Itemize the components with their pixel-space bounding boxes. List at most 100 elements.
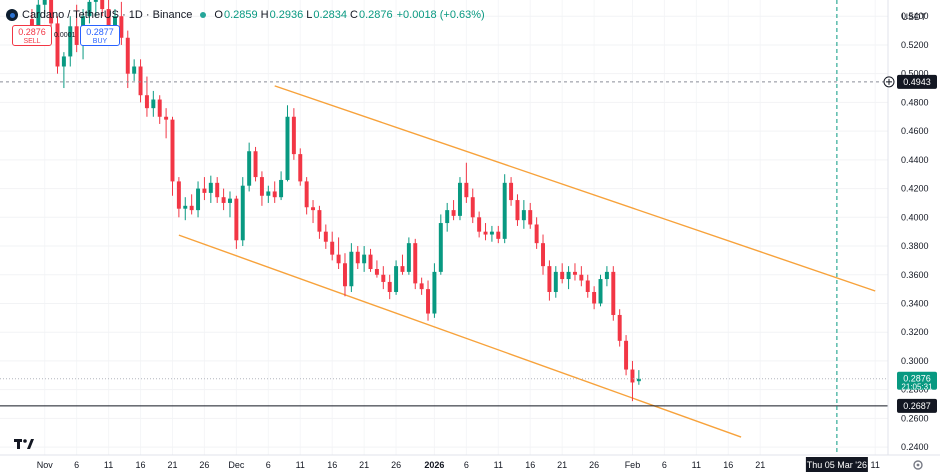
candle[interactable]: [572, 263, 577, 281]
candle-body[interactable]: [509, 182, 514, 201]
candle[interactable]: [183, 197, 188, 221]
candle-body[interactable]: [368, 254, 373, 270]
candle-body[interactable]: [470, 197, 475, 218]
candle[interactable]: [330, 231, 335, 261]
candle-body[interactable]: [144, 95, 149, 109]
candle[interactable]: [196, 181, 201, 218]
sell-button[interactable]: 0.2876 SELL: [12, 25, 52, 46]
candle-body[interactable]: [42, 0, 47, 5]
candle-body[interactable]: [342, 263, 347, 287]
candle-body[interactable]: [349, 251, 354, 287]
candle[interactable]: [259, 171, 264, 206]
candle[interactable]: [592, 286, 597, 310]
candle[interactable]: [247, 142, 252, 192]
candle-body[interactable]: [566, 271, 571, 280]
candlestick-series[interactable]: [29, 0, 641, 402]
candle-body[interactable]: [68, 26, 73, 57]
candle[interactable]: [68, 16, 73, 67]
candle[interactable]: [61, 52, 66, 89]
candle-body[interactable]: [381, 274, 386, 282]
candle[interactable]: [291, 108, 296, 160]
candle[interactable]: [298, 148, 303, 186]
candle[interactable]: [521, 200, 526, 229]
candle-body[interactable]: [317, 210, 322, 232]
candle-body[interactable]: [496, 231, 501, 239]
candle-body[interactable]: [93, 0, 98, 2]
candle[interactable]: [170, 116, 175, 196]
candle[interactable]: [636, 370, 641, 385]
candle-body[interactable]: [585, 280, 590, 292]
candle-body[interactable]: [221, 197, 226, 203]
candle-body[interactable]: [304, 181, 309, 208]
candle[interactable]: [202, 177, 207, 201]
candle-body[interactable]: [374, 269, 379, 275]
candle[interactable]: [528, 202, 533, 229]
candle-body[interactable]: [336, 254, 341, 264]
candle-body[interactable]: [36, 4, 41, 34]
candle-body[interactable]: [624, 340, 629, 370]
candle-body[interactable]: [323, 231, 328, 242]
candle-body[interactable]: [592, 291, 597, 304]
candle-body[interactable]: [604, 271, 609, 280]
candle[interactable]: [317, 205, 322, 239]
candle-body[interactable]: [240, 185, 245, 241]
candle[interactable]: [208, 175, 213, 203]
candle[interactable]: [323, 224, 328, 249]
candle-body[interactable]: [164, 116, 169, 120]
candle-body[interactable]: [611, 271, 616, 315]
candle-body[interactable]: [311, 207, 316, 211]
candle-body[interactable]: [451, 210, 456, 216]
candle[interactable]: [560, 263, 565, 284]
candle-body[interactable]: [279, 179, 284, 198]
candle-body[interactable]: [253, 151, 258, 178]
candle[interactable]: [387, 274, 392, 300]
candle-body[interactable]: [330, 241, 335, 255]
candle-body[interactable]: [266, 191, 271, 196]
candle-body[interactable]: [196, 188, 201, 211]
candle[interactable]: [400, 254, 405, 275]
candle-body[interactable]: [406, 243, 411, 272]
candle[interactable]: [426, 280, 431, 321]
candle[interactable]: [509, 177, 514, 206]
candle[interactable]: [164, 108, 169, 139]
candle-body[interactable]: [432, 271, 437, 314]
candle-body[interactable]: [502, 182, 507, 239]
candle[interactable]: [272, 181, 277, 203]
candle[interactable]: [604, 266, 609, 287]
candle-body[interactable]: [553, 271, 558, 292]
candle-body[interactable]: [208, 182, 213, 193]
candle[interactable]: [349, 243, 354, 292]
candle[interactable]: [119, 1, 124, 45]
candle-body[interactable]: [579, 274, 584, 281]
candle-body[interactable]: [572, 271, 577, 275]
candle-body[interactable]: [419, 283, 424, 290]
buy-button[interactable]: 0.2877 BUY: [80, 25, 120, 46]
candle-body[interactable]: [285, 116, 290, 180]
candle[interactable]: [496, 225, 501, 244]
candle[interactable]: [547, 260, 552, 301]
candle-body[interactable]: [61, 56, 66, 67]
candle[interactable]: [457, 177, 462, 221]
candle-body[interactable]: [598, 279, 603, 304]
candle-body[interactable]: [132, 66, 137, 74]
candle-body[interactable]: [636, 378, 641, 382]
candle[interactable]: [189, 194, 194, 215]
candle-body[interactable]: [106, 9, 111, 31]
candle-body[interactable]: [521, 210, 526, 221]
candle[interactable]: [617, 309, 622, 347]
candle[interactable]: [74, 4, 79, 53]
candle[interactable]: [285, 105, 290, 182]
candle[interactable]: [598, 274, 603, 307]
candle[interactable]: [157, 95, 162, 124]
candle-body[interactable]: [176, 181, 181, 209]
candle[interactable]: [100, 0, 105, 17]
candle[interactable]: [304, 177, 309, 215]
candle[interactable]: [266, 185, 271, 203]
candle[interactable]: [534, 217, 539, 249]
candle-body[interactable]: [170, 119, 175, 182]
candle-body[interactable]: [247, 151, 252, 186]
candle[interactable]: [541, 234, 546, 275]
candle[interactable]: [336, 237, 341, 270]
candle-body[interactable]: [528, 210, 533, 225]
